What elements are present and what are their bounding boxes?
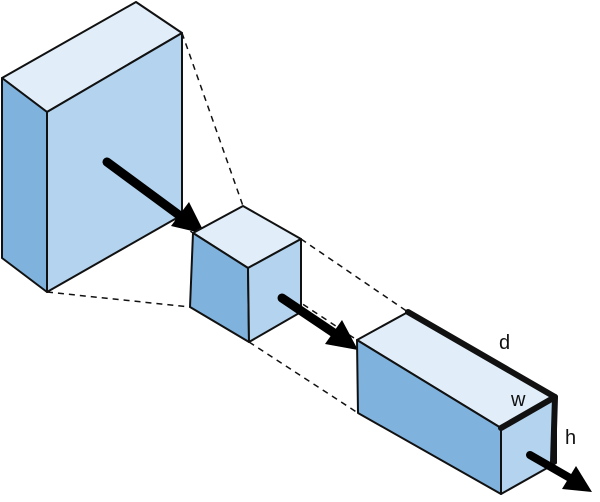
arrow-input-to-filter-head — [171, 202, 205, 234]
connector-line-large-to-cube-bottom — [46, 291, 191, 308]
arrow-input-to-filter-shaft — [102, 157, 188, 223]
depth-dimension-line — [405, 309, 558, 400]
width-dimension-line — [498, 394, 558, 431]
arrow-output-head — [562, 466, 592, 492]
input-volume-box — [1, 1, 183, 293]
arrow-output — [526, 451, 592, 492]
width-label: w — [510, 389, 526, 411]
arrow-input-to-filter — [102, 157, 205, 234]
filter-cube — [189, 205, 302, 343]
height-dimension-line — [550, 394, 558, 465]
depth-label: d — [499, 332, 510, 354]
input-volume-box-left-face — [1, 77, 48, 293]
connector-line-cube-to-prism-bottom — [248, 341, 359, 414]
connector-line-large-to-cube-top — [181, 32, 244, 207]
dimension-markers — [405, 309, 558, 465]
arrow-filter-to-output — [277, 293, 358, 350]
height-label: h — [565, 427, 576, 449]
arrow-filter-to-output-shaft — [277, 293, 339, 338]
connector-line-cube-to-prism-top — [300, 238, 409, 313]
arrow-output-shaft — [526, 451, 574, 482]
arrow-filter-to-output-head — [325, 320, 358, 350]
